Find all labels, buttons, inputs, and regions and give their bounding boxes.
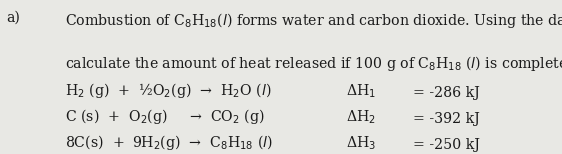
Text: calculate the amount of heat released if 100 g of C$_8$H$_{18}$ ($l$) is complet: calculate the amount of heat released if… (65, 54, 562, 73)
Text: = -250 kJ: = -250 kJ (413, 138, 480, 152)
Text: a): a) (7, 11, 21, 25)
Text: ΔH$_1$: ΔH$_1$ (346, 83, 375, 100)
Text: 8C(s)  +  9H$_2$(g)  →  C$_8$H$_{18}$ ($l$): 8C(s) + 9H$_2$(g) → C$_8$H$_{18}$ ($l$) (65, 134, 273, 152)
Text: C (s)  +  O$_2$(g)     →  CO$_2$ (g): C (s) + O$_2$(g) → CO$_2$ (g) (65, 107, 264, 126)
Text: H$_2$ (g)  +  ½O$_2$(g)  →  H$_2$O ($l$): H$_2$ (g) + ½O$_2$(g) → H$_2$O ($l$) (65, 81, 271, 100)
Text: = -392 kJ: = -392 kJ (413, 112, 480, 126)
Text: Combustion of C$_8$H$_{18}$($l$) forms water and carbon dioxide. Using the data : Combustion of C$_8$H$_{18}$($l$) forms w… (65, 11, 562, 30)
Text: ΔH$_3$: ΔH$_3$ (346, 135, 376, 152)
Text: ΔH$_2$: ΔH$_2$ (346, 109, 375, 126)
Text: = -286 kJ: = -286 kJ (413, 86, 480, 100)
